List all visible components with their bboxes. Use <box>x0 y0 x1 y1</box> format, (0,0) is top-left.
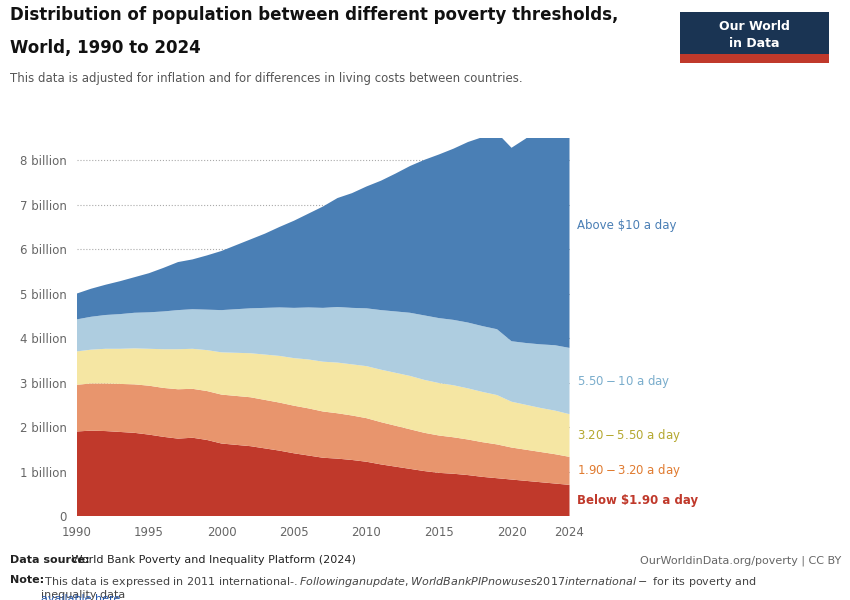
Text: Our World: Our World <box>719 20 790 33</box>
Bar <box>680 54 829 63</box>
Text: This data is adjusted for inflation and for differences in living costs between : This data is adjusted for inflation and … <box>10 72 523 85</box>
Text: Above $10 a day: Above $10 a day <box>577 218 677 232</box>
Text: available here.: available here. <box>41 594 124 600</box>
Text: Note:: Note: <box>10 575 44 585</box>
Text: $3.20-$5.50 a day: $3.20-$5.50 a day <box>577 427 681 444</box>
Text: Data source:: Data source: <box>10 555 90 565</box>
Text: in Data: in Data <box>729 37 779 50</box>
Text: $5.50-$10 a day: $5.50-$10 a day <box>577 373 671 389</box>
Text: World, 1990 to 2024: World, 1990 to 2024 <box>10 39 201 57</box>
Text: OurWorldinData.org/poverty | CC BY: OurWorldinData.org/poverty | CC BY <box>640 555 842 565</box>
Text: World Bank Poverty and Inequality Platform (2024): World Bank Poverty and Inequality Platfo… <box>68 555 356 565</box>
Text: Below $1.90 a day: Below $1.90 a day <box>577 494 698 507</box>
Bar <box>680 12 829 54</box>
Text: This data is expressed in 2011 international-$. Following an update, World Bank : This data is expressed in 2011 internati… <box>41 575 756 600</box>
Text: $1.90-$3.20 a day: $1.90-$3.20 a day <box>577 463 681 479</box>
Text: Distribution of population between different poverty thresholds,: Distribution of population between diffe… <box>10 6 619 24</box>
